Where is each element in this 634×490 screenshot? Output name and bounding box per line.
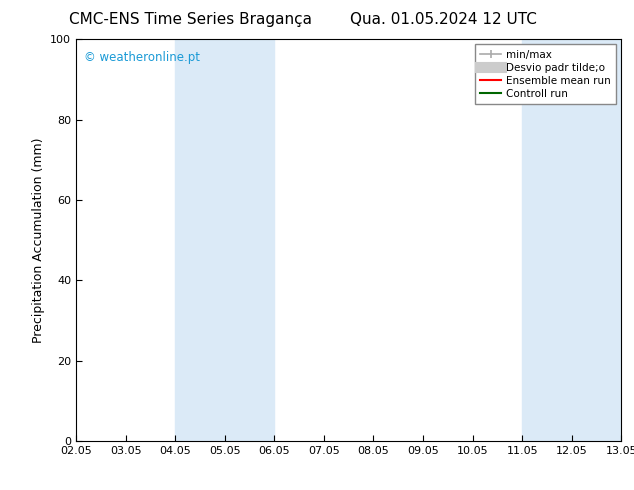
Text: © weatheronline.pt: © weatheronline.pt — [84, 51, 200, 64]
Y-axis label: Precipitation Accumulation (mm): Precipitation Accumulation (mm) — [32, 137, 44, 343]
Text: CMC-ENS Time Series Bragança: CMC-ENS Time Series Bragança — [68, 12, 312, 27]
Text: Qua. 01.05.2024 12 UTC: Qua. 01.05.2024 12 UTC — [351, 12, 537, 27]
Legend: min/max, Desvio padr tilde;o, Ensemble mean run, Controll run: min/max, Desvio padr tilde;o, Ensemble m… — [475, 45, 616, 104]
Bar — [175, 39, 275, 441]
Bar — [522, 39, 621, 441]
